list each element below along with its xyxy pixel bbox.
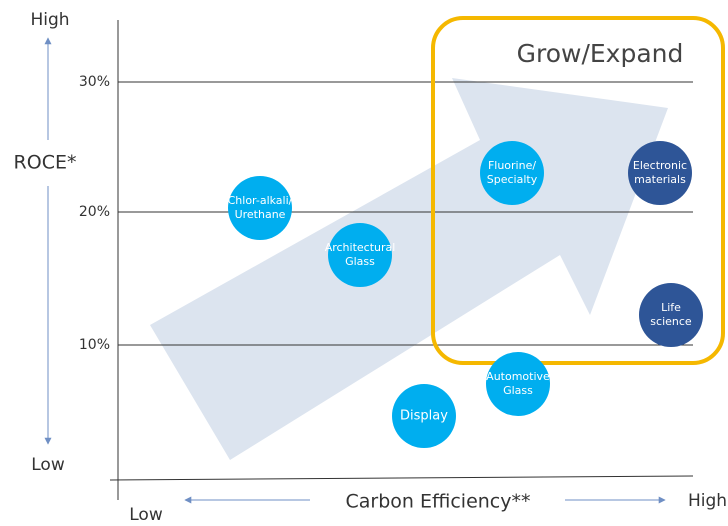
node-label: Specialty <box>487 173 538 186</box>
node-label: Glass <box>503 384 533 397</box>
y-axis-title: ROCE* <box>14 152 77 174</box>
y-tick-label: 10% <box>79 337 110 353</box>
region-label: Grow/Expand <box>517 39 684 68</box>
node: Fluorine/Specialty <box>480 141 544 205</box>
node-label: Architectural <box>325 241 396 254</box>
node-label: materials <box>634 173 686 186</box>
node: Display <box>392 384 456 448</box>
node-label: Glass <box>345 255 375 268</box>
node-circle <box>628 141 692 205</box>
node-circle <box>328 223 392 287</box>
node-label: Automotive <box>486 370 550 383</box>
node-label: Display <box>400 409 448 424</box>
node-circle <box>639 283 703 347</box>
node-label: Electronic <box>633 159 687 172</box>
node-circle <box>486 352 550 416</box>
x-low-label: Low <box>129 505 163 525</box>
node-circle <box>480 141 544 205</box>
x-axis <box>109 475 694 481</box>
node-label: science <box>650 315 692 328</box>
y-tick-label: 20% <box>79 204 110 220</box>
node-label: Life <box>661 301 681 314</box>
node-circle <box>228 176 292 240</box>
node-label: Chlor-alkali/ <box>228 194 293 207</box>
y-tick-label: 30% <box>79 74 110 90</box>
y-high-label: High <box>30 10 69 30</box>
node: Chlor-alkali/Urethane <box>228 176 293 240</box>
y-low-label: Low <box>31 455 65 475</box>
nodes: Chlor-alkali/UrethaneArchitecturalGlassF… <box>228 141 703 448</box>
node-circle <box>392 384 456 448</box>
node-label: Urethane <box>235 208 286 221</box>
node-label: Fluorine/ <box>488 159 536 172</box>
grow-region <box>431 16 725 365</box>
x-axis-title: Carbon Efficiency** <box>345 491 530 513</box>
x-high-label: High <box>688 491 727 511</box>
